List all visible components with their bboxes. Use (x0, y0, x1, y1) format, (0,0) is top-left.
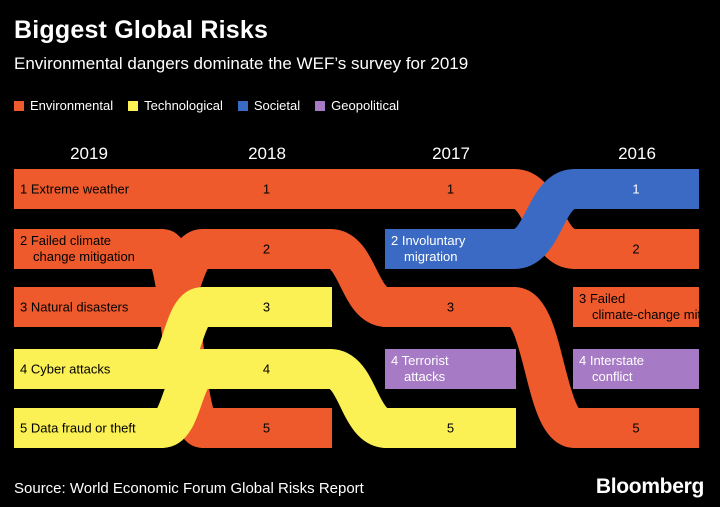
legend-label-technological: Technological (144, 98, 223, 113)
source-note: Source: World Economic Forum Global Risk… (14, 480, 364, 497)
connector-data-fraud-or-theft-2019-2018 (153, 349, 212, 448)
box-label-line: 4 Interstate (579, 353, 644, 368)
box-cyber-attacks-2018 (201, 287, 332, 327)
box-label-interstate-conflict-2016: 4 Interstate conflict (579, 353, 644, 384)
box-label-terrorist-attacks-2017: 4 Terrorist attacks (391, 353, 449, 384)
connector-cyber-attacks-2019-2018 (153, 287, 212, 389)
chart-title: Biggest Global Risks (14, 16, 269, 44)
box-label-natural-disasters-2016: 5 (632, 421, 639, 436)
box-label-line: 2 Involuntary (391, 233, 466, 248)
box-label-failed-climate-change-mitigation-2018: 5 (263, 421, 270, 436)
box-label-failed-climate-change-mitigation-2019: 2 Failed climate change mitigation (20, 233, 135, 264)
year-label-2017: 2017 (432, 144, 470, 163)
legend-label-societal: Societal (253, 98, 301, 113)
box-label-extreme-weather-2019: 1 Extreme weather (20, 182, 130, 197)
chart-subtitle: Environmental dangers dominate the WEF’s… (14, 54, 469, 73)
box-interstate-conflict-2016 (573, 349, 699, 389)
box-failed-climate-change-mitigation-2018 (201, 408, 332, 448)
legend-swatch-societal (237, 100, 248, 111)
box-natural-disasters-2018 (201, 229, 332, 269)
year-label-2016: 2016 (618, 144, 656, 163)
box-label-involuntary-migration-2017: 2 Involuntary migration (391, 233, 466, 264)
connector-data-fraud-or-theft-2018-2017 (326, 349, 391, 448)
connector-involuntary-migration-2017-2016 (510, 169, 579, 269)
box-extreme-weather-2016 (573, 229, 699, 269)
box-label-data-fraud-or-theft-2019: 5 Data fraud or theft (20, 421, 136, 436)
box-data-fraud-or-theft-2018 (201, 349, 332, 389)
legend: Environmental Technological Societal Geo… (14, 98, 414, 113)
box-label-extreme-weather-2017: 1 (447, 182, 454, 197)
box-data-fraud-or-theft-2017 (385, 408, 516, 448)
box-extreme-weather-2019 (14, 169, 164, 209)
box-extreme-weather-2017 (385, 169, 516, 209)
legend-swatch-environmental (14, 100, 24, 111)
box-label-line: attacks (404, 369, 446, 384)
box-label-line: 4 Cyber attacks (20, 362, 111, 377)
box-label-line: conflict (592, 369, 633, 384)
legend-label-environmental: Environmental (30, 98, 114, 113)
box-involuntary-migration-2017 (385, 229, 516, 269)
box-label-cyber-attacks-2018: 3 (263, 300, 270, 315)
box-terrorist-attacks-2017 (385, 349, 516, 389)
box-label-line: 3 Natural disasters (20, 300, 129, 315)
box-involuntary-migration-2016 (573, 169, 699, 209)
legend-item-technological: Technological (128, 98, 223, 113)
box-natural-disasters-2017 (385, 287, 516, 327)
box-label-line: 4 Terrorist (391, 353, 449, 368)
legend-item-societal: Societal (237, 98, 301, 113)
box-cyber-attacks-2019 (14, 349, 164, 389)
box-failed-climate-change-mitigation-2016 (573, 287, 699, 327)
box-failed-climate-change-mitigation-2019 (14, 229, 164, 269)
brand-logo: Bloomberg (595, 475, 704, 498)
box-label-involuntary-migration-2016: 1 (632, 182, 639, 197)
box-natural-disasters-2019 (14, 287, 164, 327)
box-labels: 1 Extreme weather 1 1 2 2 Failed climate chan… (20, 182, 720, 436)
box-label-line: change mitigation (33, 249, 135, 264)
box-label-line: 5 Data fraud or theft (20, 421, 136, 436)
year-label-2018: 2018 (248, 144, 286, 163)
box-label-natural-disasters-2019: 3 Natural disasters (20, 300, 129, 315)
box-label-natural-disasters-2018: 2 (263, 242, 270, 257)
box-label-line: 2 Failed climate (20, 233, 111, 248)
legend-swatch-geopolitical (315, 100, 326, 111)
box-label-data-fraud-or-theft-2018: 4 (263, 362, 270, 377)
legend-item-environmental: Environmental (14, 98, 113, 113)
box-label-line: 3 Failed (579, 291, 625, 306)
year-label-2019: 2019 (70, 144, 108, 163)
connectors (148, 168, 583, 448)
connector-natural-disasters-2019-2018 (153, 229, 212, 327)
connector-natural-disasters-2018-2017 (326, 229, 391, 327)
connector-natural-disasters-2017-2016 (506, 287, 583, 448)
boxes (14, 169, 699, 448)
box-label-data-fraud-or-theft-2017: 5 (447, 421, 454, 436)
legend-swatch-technological (128, 100, 139, 111)
box-natural-disasters-2016 (573, 408, 699, 448)
box-label-extreme-weather-2018: 1 (263, 182, 270, 197)
box-data-fraud-or-theft-2019 (14, 408, 164, 448)
box-label-natural-disasters-2017: 3 (447, 300, 454, 315)
box-label-line: climate-change mitigation (592, 307, 720, 322)
box-extreme-weather-2018 (201, 169, 332, 209)
legend-label-geopolitical: Geopolitical (331, 98, 400, 113)
box-label-line: migration (404, 249, 457, 264)
box-label-extreme-weather-2016: 2 (632, 242, 639, 257)
box-label-cyber-attacks-2019: 4 Cyber attacks (20, 362, 111, 377)
legend-item-geopolitical: Geopolitical (315, 98, 399, 113)
box-label-line: 1 Extreme weather (20, 182, 130, 197)
